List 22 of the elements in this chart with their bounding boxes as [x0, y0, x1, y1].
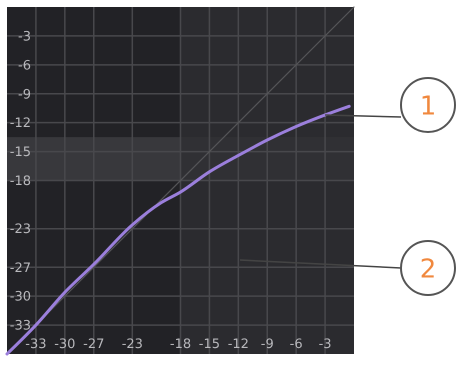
- y-tick-label: -27: [10, 260, 31, 276]
- x-tick-label: -6: [290, 337, 303, 352]
- y-tick-label: -6: [18, 58, 31, 74]
- x-tick-label: -9: [260, 337, 274, 352]
- x-tick-label: -23: [122, 337, 143, 352]
- y-tick-label: -18: [10, 174, 31, 190]
- y-tick-label: -3: [18, 29, 31, 44]
- y-tick-label: -9: [18, 87, 31, 102]
- x-tick-label: -30: [54, 337, 76, 352]
- x-tick-label: -3: [318, 337, 332, 352]
- y-tick-label: -30: [10, 290, 31, 305]
- y-tick-label: -23: [10, 222, 31, 238]
- x-tick-label: -12: [228, 337, 249, 352]
- x-tick-label: -15: [198, 337, 220, 352]
- y-tick-label: -15: [10, 145, 31, 160]
- text: 2: [420, 254, 436, 284]
- line-series: [6, 104, 351, 356]
- annotation: 1: [420, 91, 436, 122]
- y-tick-label: -33: [10, 318, 31, 334]
- x-tick-label: -27: [83, 337, 104, 352]
- y-tick-label: -12: [10, 116, 31, 132]
- x-tick-label: -18: [170, 337, 192, 352]
